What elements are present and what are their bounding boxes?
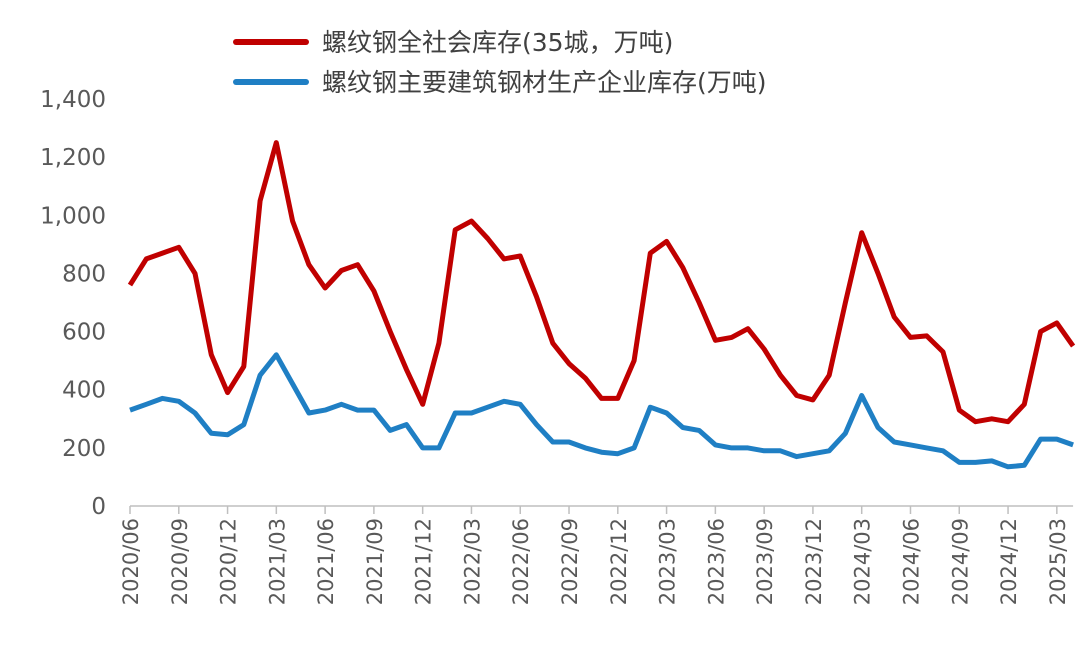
x-tick-label: 2022/03 <box>460 518 484 605</box>
y-tick-label: 400 <box>62 378 106 404</box>
data-line <box>127 140 1076 425</box>
x-tick-label: 2021/09 <box>363 518 387 605</box>
x-tick-label: 2021/12 <box>412 518 436 605</box>
y-tick-label: 0 <box>91 494 106 520</box>
x-tick-label: 2023/12 <box>802 518 826 605</box>
x-tick-label: 2021/03 <box>265 518 289 605</box>
x-tick-label: 2023/03 <box>656 518 680 605</box>
x-tick-label: 2023/09 <box>753 518 777 605</box>
x-tick-label: 2024/03 <box>851 518 875 605</box>
y-tick-label: 600 <box>62 320 106 346</box>
x-tick-label: 2020/09 <box>168 518 192 605</box>
data-line <box>129 352 1074 470</box>
y-tick-label: 1,000 <box>40 203 106 229</box>
x-tick-label: 2024/12 <box>997 518 1021 605</box>
x-tick-label: 2022/12 <box>607 518 631 605</box>
x-tick-label: 2020/06 <box>119 518 143 605</box>
x-tick-label: 2024/06 <box>899 518 923 605</box>
y-tick-label: 800 <box>62 261 106 287</box>
y-tick-label: 200 <box>62 436 106 462</box>
x-tick-label: 2022/09 <box>558 518 582 605</box>
legend-label: 螺纹钢主要建筑钢材生产企业库存(万吨) <box>322 68 767 97</box>
x-tick-label: 2025/03 <box>1046 518 1070 605</box>
x-tick-label: 2024/09 <box>948 518 972 605</box>
x-tick-label: 2021/06 <box>314 518 338 605</box>
y-tick-label: 1,200 <box>40 145 106 171</box>
y-tick-label: 1,400 <box>40 87 106 113</box>
x-tick-label: 2023/06 <box>704 518 728 605</box>
x-tick-label: 2022/06 <box>509 518 533 605</box>
legend-label: 螺纹钢全社会库存(35城，万吨) <box>322 28 673 57</box>
x-tick-label: 2020/12 <box>217 518 241 605</box>
